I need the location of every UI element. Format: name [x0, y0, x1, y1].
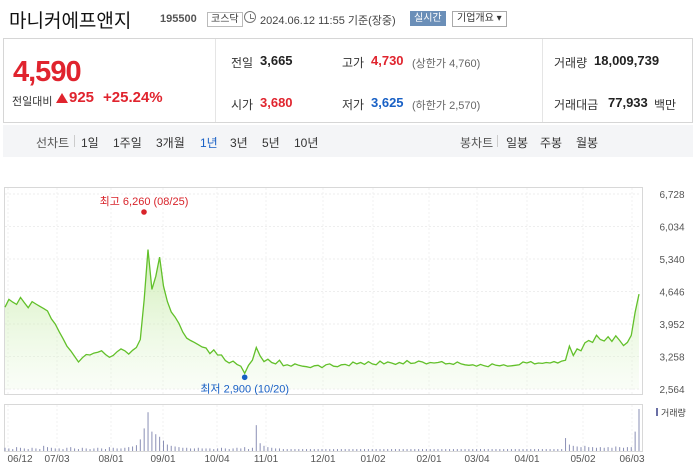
price-change: 925: [56, 89, 94, 106]
trade-amount-unit: 백만: [654, 98, 677, 112]
prev-close-value: 3,665: [260, 53, 293, 68]
divider: [74, 135, 75, 147]
chart-grid: [4, 187, 643, 452]
low-value: 3,625: [371, 95, 404, 110]
high-low-markers: 최고 6,260 (08/25) 최저 2,900 (10/20): [100, 195, 289, 395]
price-line: [4, 249, 640, 375]
open-value: 3,680: [260, 95, 293, 110]
stock-header: 마니커에프앤지 195500 코스닥 2024.06.12 11:55 기준(장…: [0, 0, 697, 38]
x-tick-label: 01/02: [360, 454, 385, 465]
y-tick-label: 4,646: [659, 288, 684, 299]
period-selector: 선차트 1일 1주일 3개월 1년 3년 5년 10년 봉차트 일봉 주봉 월봉: [3, 125, 693, 157]
trade-amount-value: 77,933: [608, 95, 648, 110]
stock-code: 195500: [160, 13, 197, 25]
divider: [497, 135, 498, 147]
x-tick-label: 12/01: [310, 454, 335, 465]
period-1w[interactable]: 1주일: [113, 136, 142, 150]
x-tick-label: 04/01: [514, 454, 539, 465]
period-monthly-candle[interactable]: 월봉: [576, 136, 599, 150]
company-overview-dropdown[interactable]: 기업개요 ▾: [452, 11, 507, 27]
low-annotation: 최저 2,900 (10/20): [200, 382, 289, 395]
x-tick-label: 11/01: [254, 454, 279, 465]
realtime-button[interactable]: 실시간: [410, 11, 446, 26]
market-badge: 코스닥: [207, 12, 243, 27]
y-tick-label: 6,034: [659, 223, 684, 234]
high-annotation: 최고 6,260 (08/25): [100, 195, 189, 208]
basis-label: 기준(장중): [347, 15, 396, 27]
current-price: 4,590: [13, 56, 82, 88]
trade-amount-label: 거래대금: [554, 98, 599, 112]
price-summary: 4,590 전일대비 925 +25.24% 전일 3,665 고가 4,730…: [3, 38, 693, 123]
volume-legend-label: 거래량: [661, 407, 686, 418]
volume-label: 거래량: [554, 56, 588, 70]
volume-legend-swatch: [656, 408, 658, 416]
x-tick-label: 09/01: [150, 454, 175, 465]
low-label: 저가: [342, 98, 365, 112]
volume-bars: 거래량: [4, 407, 686, 451]
upper-limit: (상한가 4,760): [412, 58, 481, 70]
y-tick-label: 3,952: [659, 320, 684, 331]
candle-chart-label[interactable]: 봉차트: [460, 136, 494, 150]
x-tick-label: 08/01: [98, 454, 123, 465]
volume-value: 18,009,739: [594, 53, 660, 68]
clock-icon: [244, 11, 256, 23]
y-tick-label: 6,728: [659, 190, 684, 201]
x-tick-label: 07/03: [44, 454, 69, 465]
x-tick-label: 10/04: [204, 454, 229, 465]
period-5y[interactable]: 5년: [262, 136, 280, 150]
line-chart-label[interactable]: 선차트: [36, 136, 70, 150]
low-marker: [241, 374, 248, 381]
y-tick-label: 2,564: [659, 385, 684, 396]
prev-close-label: 전일: [231, 56, 254, 70]
y-tick-label: 5,340: [659, 255, 684, 266]
period-daily-candle[interactable]: 일봉: [506, 136, 529, 150]
datetime-value: 2024.06.12 11:55: [260, 15, 345, 27]
period-1y[interactable]: 1년: [200, 136, 218, 150]
price-chart[interactable]: 6,728 6,034 5,340 4,646 3,952 3,258 2,564 06/1…: [0, 160, 697, 472]
open-label: 시가: [231, 98, 254, 112]
quote-datetime: 2024.06.12 11:55 기준(장중): [260, 12, 396, 28]
x-tick-label: 06/03: [619, 454, 644, 465]
change-label: 전일대비: [12, 96, 53, 108]
x-tick-label: 03/04: [464, 454, 489, 465]
period-10y[interactable]: 10년: [294, 136, 319, 150]
period-weekly-candle[interactable]: 주봉: [540, 136, 563, 150]
period-3m[interactable]: 3개월: [156, 136, 185, 150]
high-value: 4,730: [371, 53, 404, 68]
y-axis-labels: 6,728 6,034 5,340 4,646 3,952 3,258 2,564: [659, 190, 684, 396]
lower-limit: (하한가 2,570): [412, 100, 481, 112]
price-change-percent: +25.24%: [103, 89, 163, 106]
high-label: 고가: [342, 56, 365, 70]
price-change-value: 925: [69, 89, 95, 106]
x-tick-label: 02/01: [416, 454, 441, 465]
y-tick-label: 3,258: [659, 353, 684, 364]
divider: [215, 39, 216, 122]
high-marker: [141, 209, 147, 215]
period-3y[interactable]: 3년: [230, 136, 248, 150]
price-area: [5, 249, 639, 389]
volume-frame: [4, 404, 643, 452]
stock-name: 마니커에프앤지: [9, 11, 132, 32]
period-1d[interactable]: 1일: [81, 136, 99, 150]
x-tick-label: 05/02: [570, 454, 595, 465]
x-axis-labels: 06/12 07/03 08/01 09/01 10/04 11/01 12/01 01/02…: [7, 454, 644, 465]
divider: [542, 39, 543, 122]
chart-frame: [4, 187, 643, 395]
up-triangle-icon: [56, 93, 68, 103]
x-tick-label: 06/12: [7, 454, 32, 465]
